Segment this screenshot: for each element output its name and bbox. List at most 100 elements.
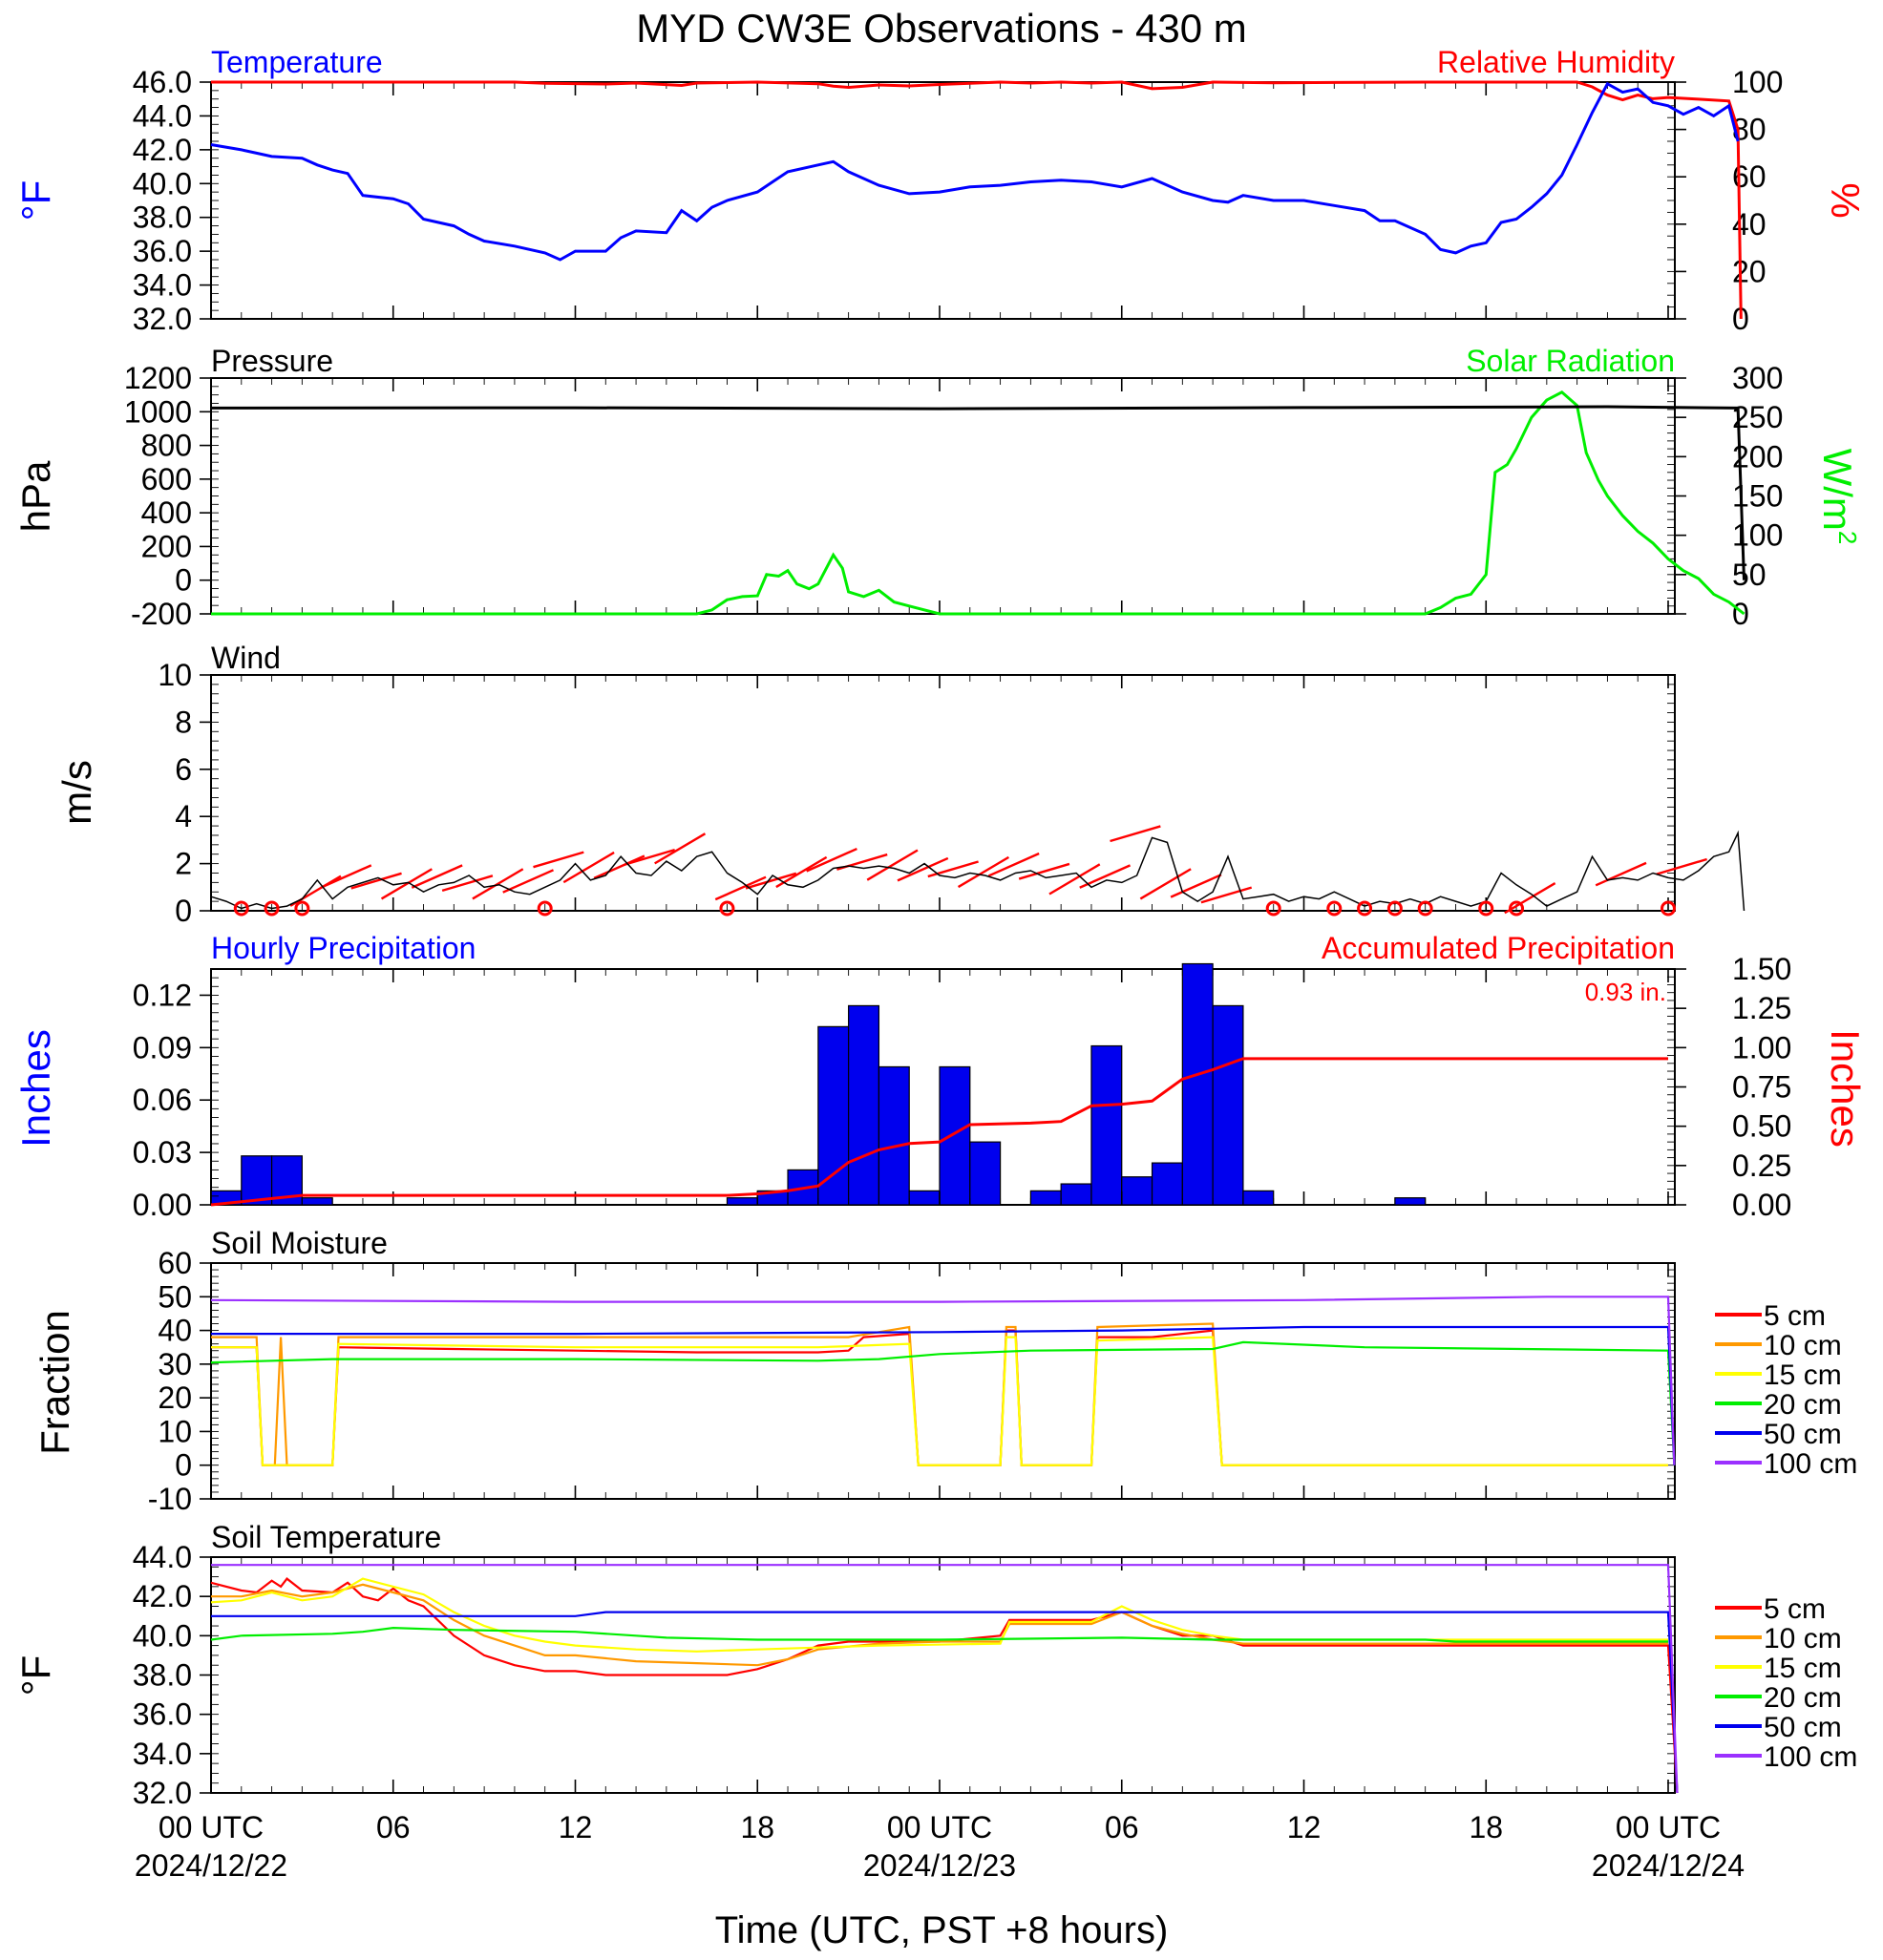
x-tick-label: 18 — [740, 1810, 774, 1844]
calm-marker — [1357, 900, 1373, 917]
y-tick-label: 38.0 — [133, 200, 192, 235]
y-tick-label: 0.00 — [133, 1188, 192, 1222]
y-tick-label: 60 — [158, 1246, 192, 1280]
precip-bar — [908, 1190, 941, 1206]
precip-bar — [726, 1197, 758, 1206]
wind-barb — [320, 864, 372, 889]
y-tick-label: 32.0 — [133, 1776, 192, 1810]
soil-moisture-lines — [210, 1296, 1676, 1466]
y-tick-label: 0.75 — [1732, 1070, 1791, 1105]
precip-bar — [1029, 1190, 1062, 1206]
y-tick-label: 0.00 — [1732, 1188, 1791, 1222]
panel-frame — [210, 1556, 1676, 1794]
x-tick-label: 00 UTC — [887, 1810, 992, 1844]
precip-bar — [241, 1155, 273, 1206]
y-tick-label: 0.06 — [133, 1083, 192, 1117]
y-tick-label: 0.25 — [1732, 1149, 1791, 1183]
wind-barb — [927, 860, 979, 878]
hourly-precip-title: Hourly Precipitation — [211, 931, 476, 965]
hourly-precip-bars — [210, 962, 1427, 1206]
precip-bar — [1090, 1044, 1123, 1206]
y-tick-label: 0 — [175, 894, 192, 928]
precip-bar — [969, 1141, 1002, 1206]
legend-label: 20 cm — [1764, 1682, 1842, 1714]
calm-marker — [719, 900, 735, 917]
panel-temperature-humidity: 46.044.042.040.038.036.034.032.0 1008060… — [13, 45, 1868, 336]
legend-label: 10 cm — [1764, 1330, 1842, 1361]
pressure-title: Pressure — [211, 344, 333, 378]
wind-barb — [897, 856, 949, 882]
wind-barb — [350, 872, 402, 890]
soil-temp-line-20cm — [210, 1626, 1668, 1643]
wind-barb — [1110, 825, 1161, 843]
soil-moisture-unit: Fraction — [32, 1310, 77, 1455]
calm-markers — [233, 900, 1676, 917]
y-tick-label: 30 — [158, 1347, 192, 1381]
left-axis-ticks: 44.0 42.0 40.0 38.0 36.0 34.0 32.0 — [133, 1540, 1669, 1810]
wind-barb — [502, 869, 554, 894]
precip-bar — [1181, 962, 1214, 1206]
x-tick-label: 00 UTC — [1616, 1810, 1721, 1844]
wind-barb — [1504, 882, 1556, 915]
calm-marker — [1417, 900, 1433, 917]
legend-label: 50 cm — [1764, 1712, 1842, 1743]
calm-marker — [264, 900, 280, 917]
precip-bar — [1242, 1190, 1275, 1206]
soil-moisture-line-5cm — [211, 1329, 1668, 1466]
soil-moisture-line-50cm — [211, 1325, 1676, 1465]
y-tick-label: 0.50 — [1732, 1109, 1791, 1144]
soil-temp-line-10cm — [211, 1583, 1668, 1667]
y-tick-label: 40.0 — [133, 1618, 192, 1653]
panel-frame — [210, 377, 1676, 615]
y-tick-label: 1.25 — [1732, 991, 1791, 1025]
soil-moisture-line-100cm — [210, 1296, 1676, 1465]
left-axis-ticks: 46.044.042.040.038.036.034.032.0 — [133, 65, 1669, 336]
figure-title: MYD CW3E Observations - 430 m — [636, 6, 1247, 51]
solar-unit: W/m2 — [1815, 449, 1862, 545]
wind-barb — [380, 868, 433, 900]
wind-barb — [654, 832, 707, 865]
y-tick-label: 800 — [141, 429, 192, 463]
y-tick-label: 50 — [1732, 558, 1767, 592]
wind-barb — [472, 868, 524, 900]
wind-barb — [987, 852, 1040, 877]
y-tick-label: 40.0 — [133, 166, 192, 200]
y-tick-label: -10 — [148, 1482, 192, 1516]
legend-label: 100 cm — [1764, 1741, 1857, 1773]
wind-barb — [1048, 863, 1101, 896]
y-tick-label: 100 — [1732, 65, 1783, 99]
y-tick-label: 42.0 — [133, 1579, 192, 1613]
legend-label: 15 cm — [1764, 1653, 1842, 1684]
legend-label: 20 cm — [1764, 1389, 1842, 1421]
wind-barb — [624, 848, 676, 866]
legend-label: 5 cm — [1764, 1593, 1826, 1625]
y-tick-label: 44.0 — [133, 1540, 192, 1574]
precip-total-label: 0.93 in. — [1585, 978, 1666, 1006]
wind-speed-line — [210, 830, 1745, 912]
y-tick-label: 50 — [158, 1279, 192, 1314]
soil-temp-line-15cm — [210, 1577, 1668, 1653]
y-tick-label: 38.0 — [133, 1658, 192, 1693]
wind-barb — [866, 849, 919, 881]
y-tick-label: 34.0 — [133, 268, 192, 303]
y-tick-label: 46.0 — [133, 65, 192, 99]
y-tick-label: 1.50 — [1732, 952, 1791, 986]
humidity-line — [211, 80, 1743, 320]
calm-marker — [1265, 900, 1281, 917]
wind-barb — [1018, 862, 1070, 880]
precip-bar — [301, 1197, 333, 1206]
y-tick-label: 20 — [1732, 254, 1767, 288]
panel-wind: 10 8 6 4 2 0 Wind m/s — [54, 641, 1745, 928]
legend-label: 50 cm — [1764, 1419, 1842, 1450]
y-tick-label: 0 — [175, 1448, 192, 1483]
precip-bar — [939, 1065, 971, 1206]
y-tick-label: 40 — [158, 1314, 192, 1348]
wind-title: Wind — [211, 641, 281, 675]
time-axis-label: Time (UTC, PST +8 hours) — [715, 1909, 1169, 1951]
soil-moisture-line-15cm — [211, 1336, 1668, 1466]
pressure-line — [210, 405, 1745, 580]
